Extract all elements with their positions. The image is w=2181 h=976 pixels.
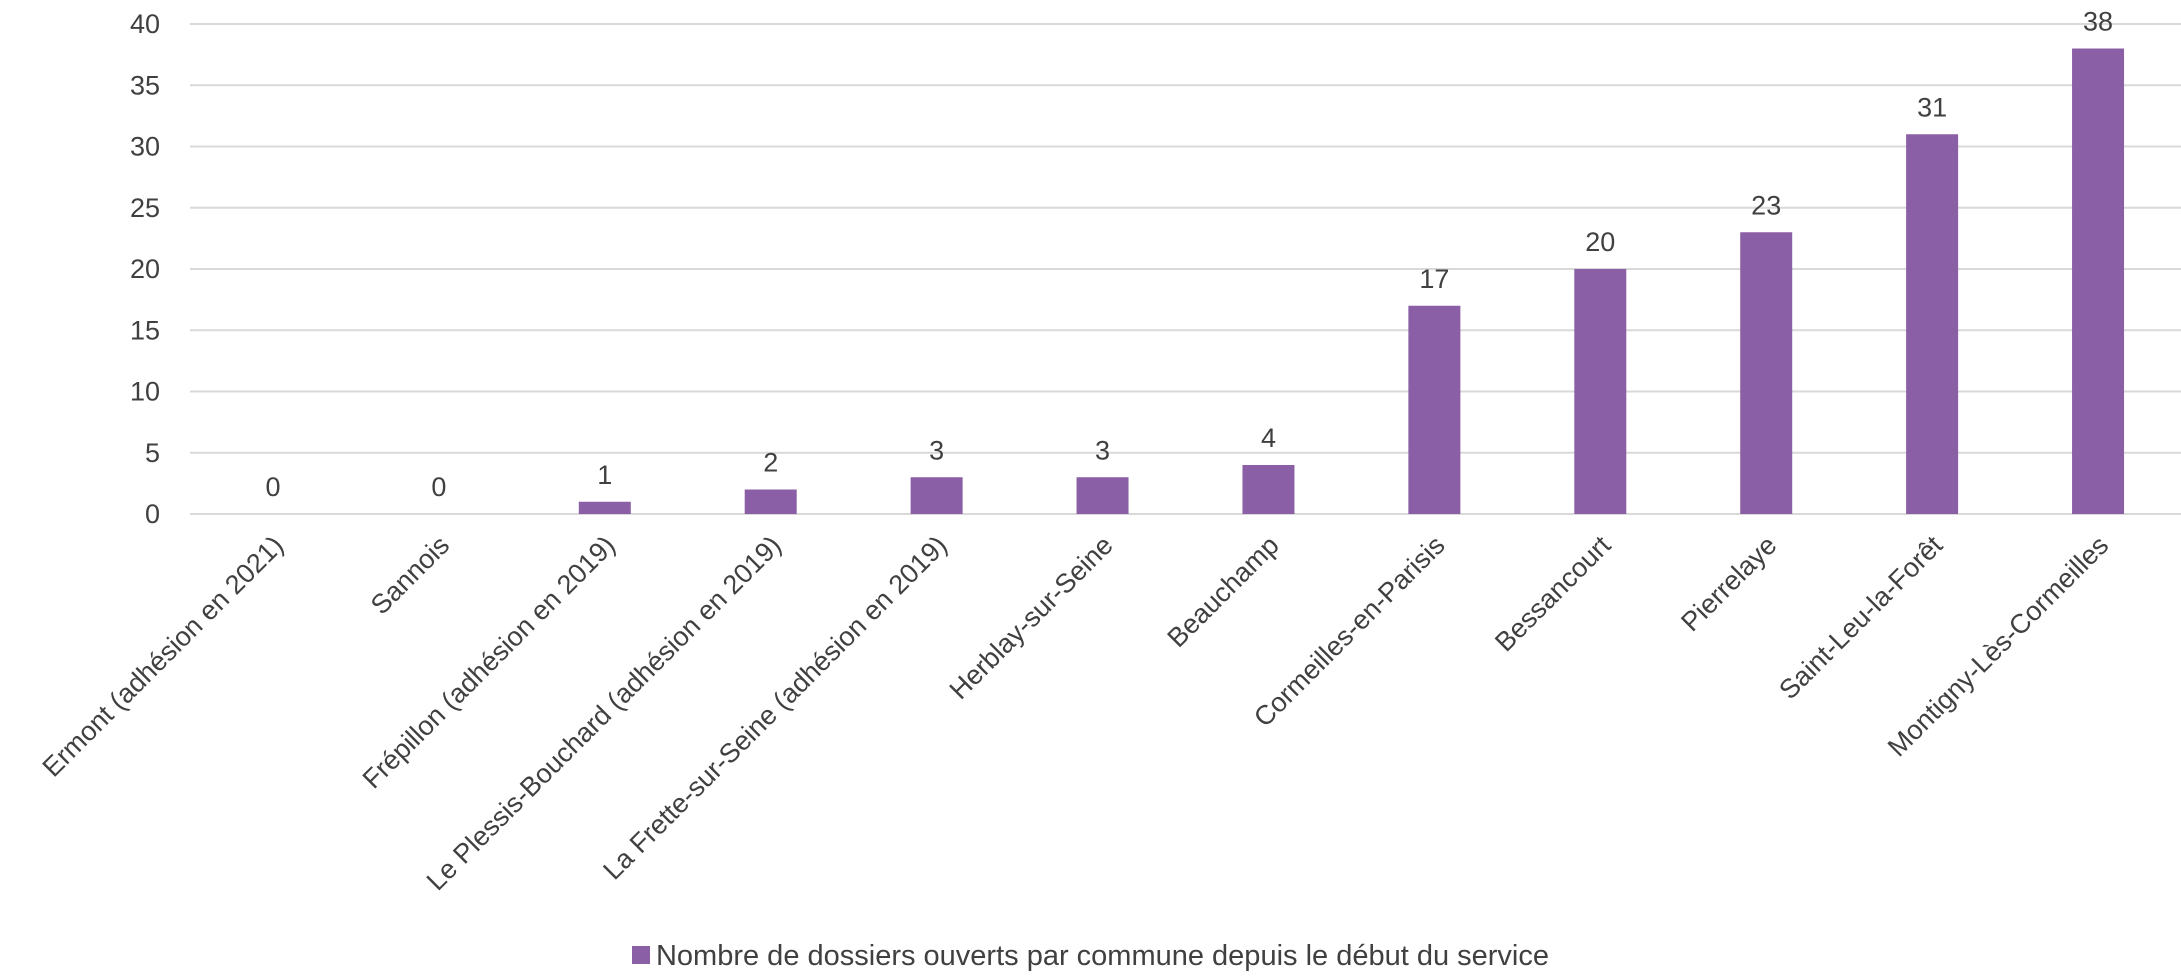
y-tick-label: 40 — [130, 9, 160, 39]
y-tick-label: 30 — [130, 132, 160, 162]
y-tick-label: 20 — [130, 254, 160, 284]
bar — [1076, 477, 1129, 514]
bar — [1574, 269, 1627, 514]
x-tick-label: Bessancourt — [1489, 530, 1617, 658]
data-label: 38 — [2083, 7, 2113, 37]
y-tick-label: 0 — [145, 499, 160, 529]
bar — [1740, 232, 1793, 514]
y-tick-label: 10 — [130, 377, 160, 407]
data-label: 31 — [1917, 92, 1947, 122]
bar — [1906, 134, 1959, 514]
data-label: 3 — [1095, 435, 1110, 465]
bar — [2072, 48, 2125, 514]
bar — [744, 489, 797, 514]
bar — [1242, 465, 1295, 514]
data-label: 3 — [929, 435, 944, 465]
grid-lines — [190, 23, 2181, 515]
bar — [910, 477, 963, 514]
data-label: 4 — [1261, 423, 1276, 453]
legend-swatch — [631, 946, 650, 965]
data-label: 0 — [265, 472, 280, 502]
y-tick-label: 5 — [145, 438, 160, 468]
y-axis-ticks: 0 5 10 15 20 25 30 35 40 — [130, 9, 160, 529]
data-label: 23 — [1751, 190, 1781, 220]
y-tick-label: 15 — [130, 315, 160, 345]
x-tick-label: Cormeilles-en-Parisis — [1248, 530, 1451, 733]
bars — [578, 48, 2125, 514]
legend: Nombre de dossiers ouverts par commune d… — [0, 940, 2181, 973]
x-tick-label: Pierrelaye — [1675, 530, 1782, 637]
data-label: 2 — [763, 448, 778, 478]
y-tick-label: 35 — [130, 70, 160, 100]
data-label: 20 — [1585, 227, 1615, 257]
data-label: 1 — [597, 460, 612, 490]
legend-label: Nombre de dossiers ouverts par commune d… — [655, 940, 1549, 972]
x-tick-label: Herblay-sur-Seine — [944, 530, 1119, 705]
bar — [1408, 305, 1461, 514]
data-label: 0 — [431, 472, 446, 502]
x-tick-label: La Frette-sur-Seine (adhésion en 2019) — [597, 530, 953, 886]
data-label: 17 — [1419, 264, 1449, 294]
x-tick-label: Ermont (adhésion en 2021) — [37, 530, 290, 783]
bar — [578, 501, 631, 514]
x-tick-label: Le Plessis-Bouchard (adhésion en 2019) — [421, 530, 787, 896]
y-tick-label: 25 — [130, 193, 160, 223]
x-tick-label: Saint-Leu-la-Forêt — [1773, 530, 1948, 705]
x-tick-label: Sannois — [365, 530, 455, 620]
x-tick-label: Beauchamp — [1162, 530, 1285, 653]
x-axis-ticks: Ermont (adhésion en 2021) SannoisFrépillo… — [37, 530, 2115, 896]
